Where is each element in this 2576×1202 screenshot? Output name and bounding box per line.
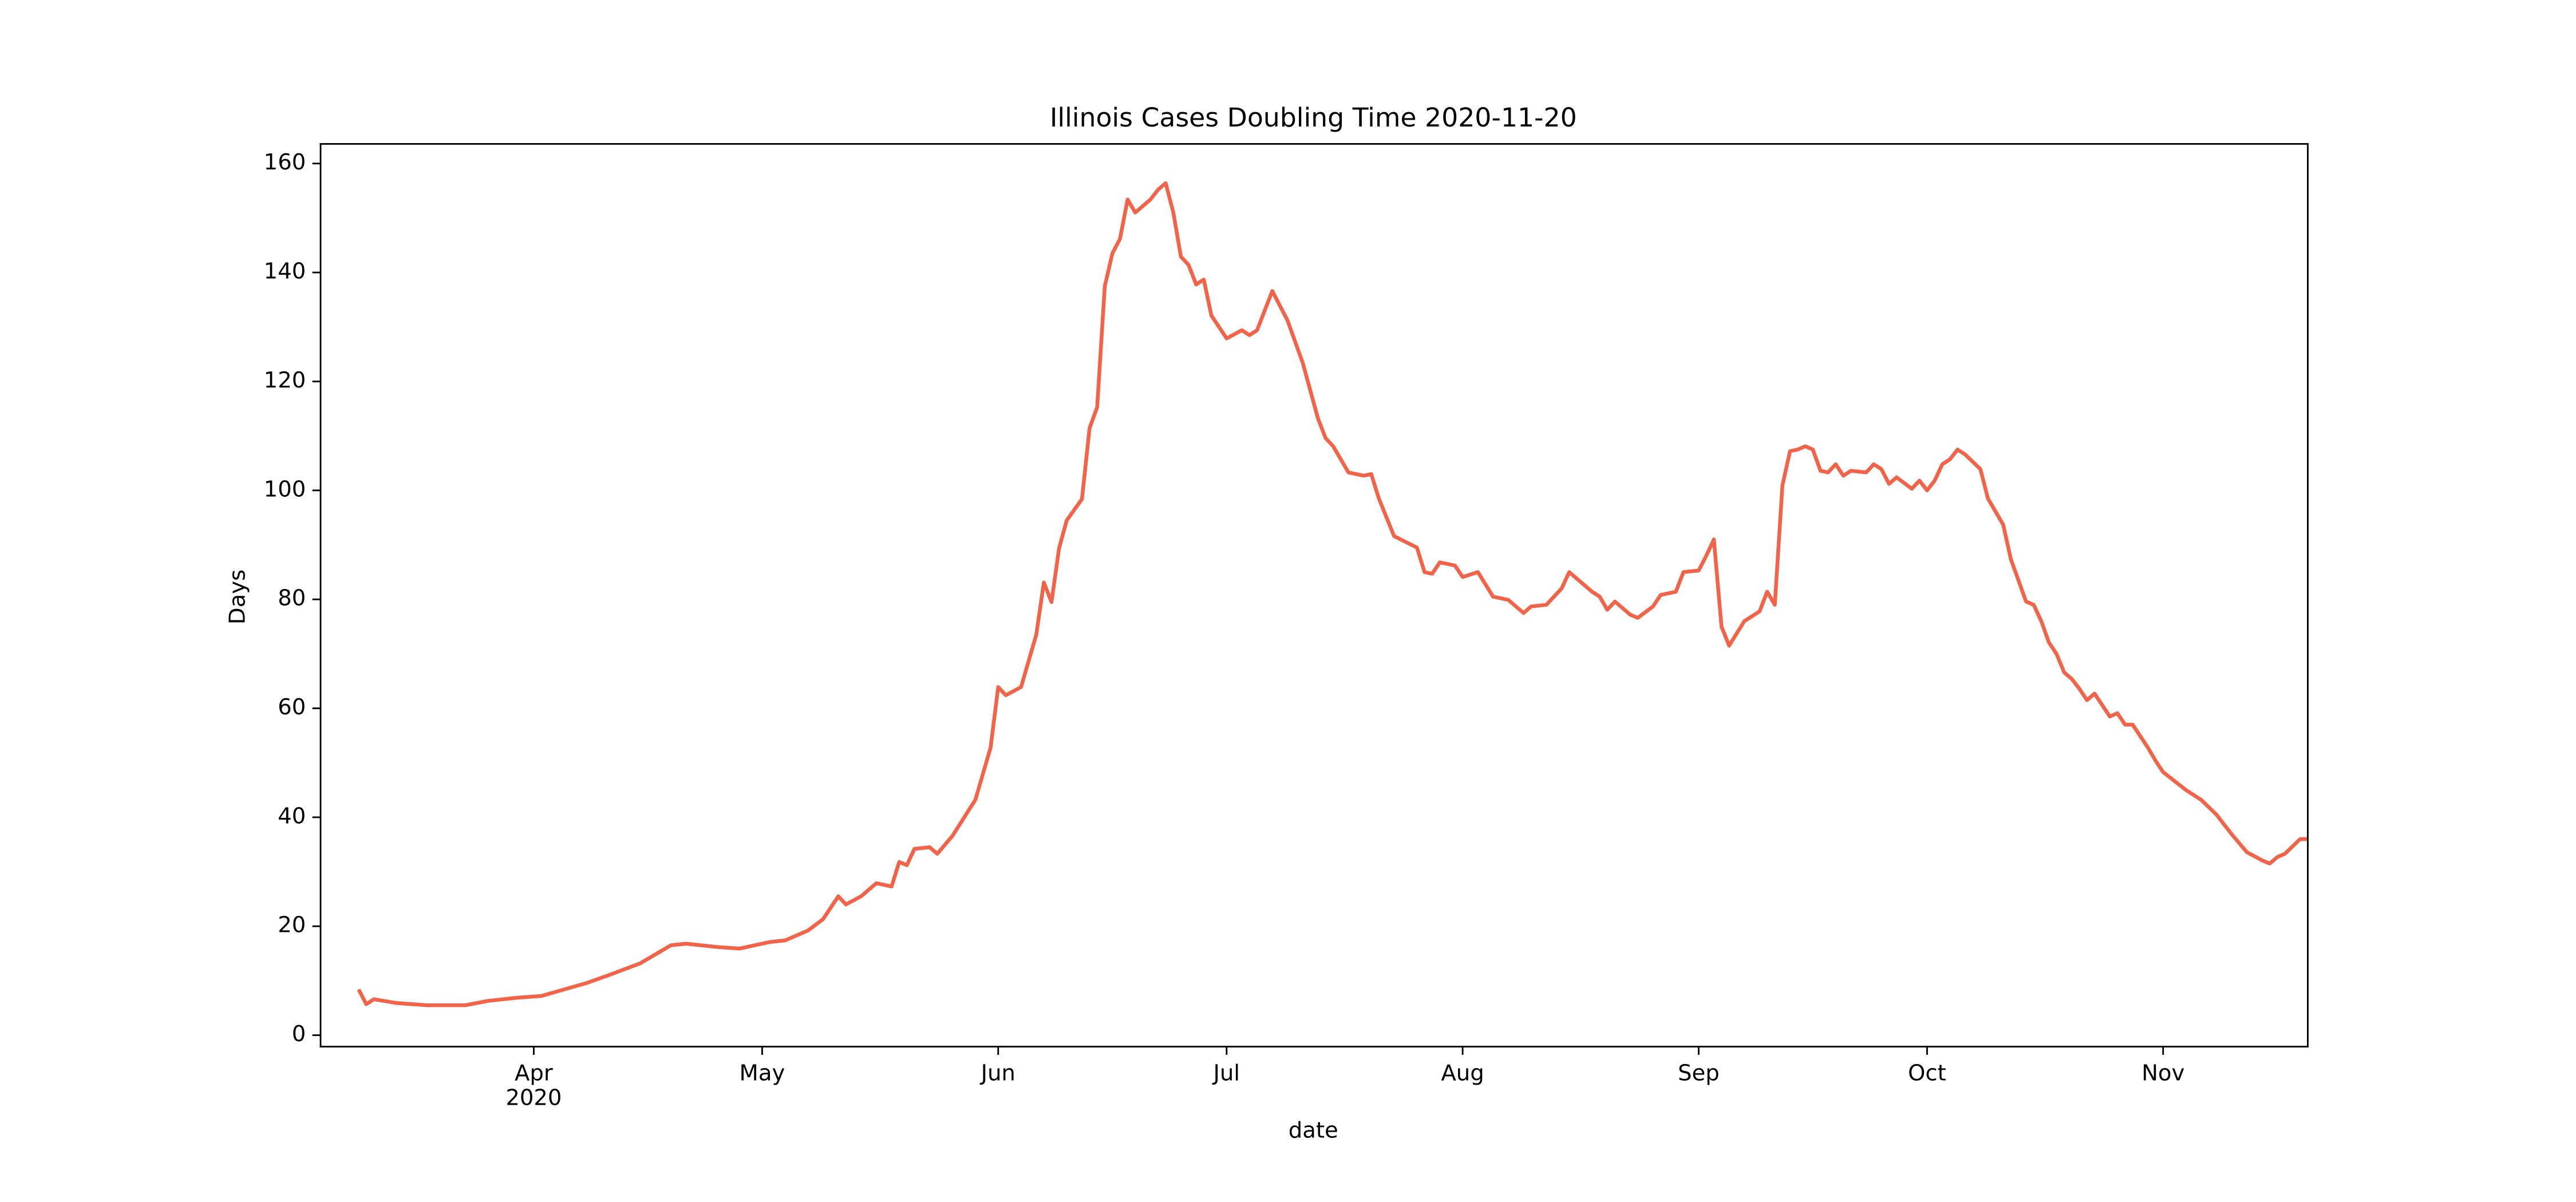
x-tick-label: May — [740, 1061, 785, 1086]
x-tick-label: Jul — [1212, 1061, 1240, 1086]
plot-frame — [319, 143, 2309, 1047]
x-axis-label: date — [1289, 1118, 1338, 1144]
y-axis-label: Days — [225, 570, 251, 624]
chart-title: Illinois Cases Doubling Time 2020-11-20 — [1050, 102, 1577, 133]
y-tick-label: 60 — [278, 694, 306, 720]
y-tick-label: 40 — [278, 803, 306, 829]
x-tick-label: Jun — [980, 1061, 1016, 1086]
y-tick-label: 20 — [278, 912, 306, 938]
x-tick-label: Sep — [1678, 1061, 1720, 1086]
x-tick-label: Apr — [515, 1061, 553, 1086]
y-tick-label: 100 — [264, 476, 306, 502]
x-tick-label: Oct — [1908, 1061, 1946, 1086]
x-year-label: 2020 — [505, 1085, 562, 1111]
y-tick-label: 80 — [278, 586, 306, 611]
y-tick-label: 160 — [264, 149, 306, 175]
x-tick-label: Nov — [2142, 1061, 2184, 1086]
data-line — [357, 181, 2308, 1007]
y-tick-label: 120 — [264, 367, 306, 393]
y-tick-label: 0 — [292, 1021, 306, 1047]
y-tick-label: 140 — [264, 259, 306, 284]
x-tick-label: Aug — [1441, 1061, 1484, 1086]
